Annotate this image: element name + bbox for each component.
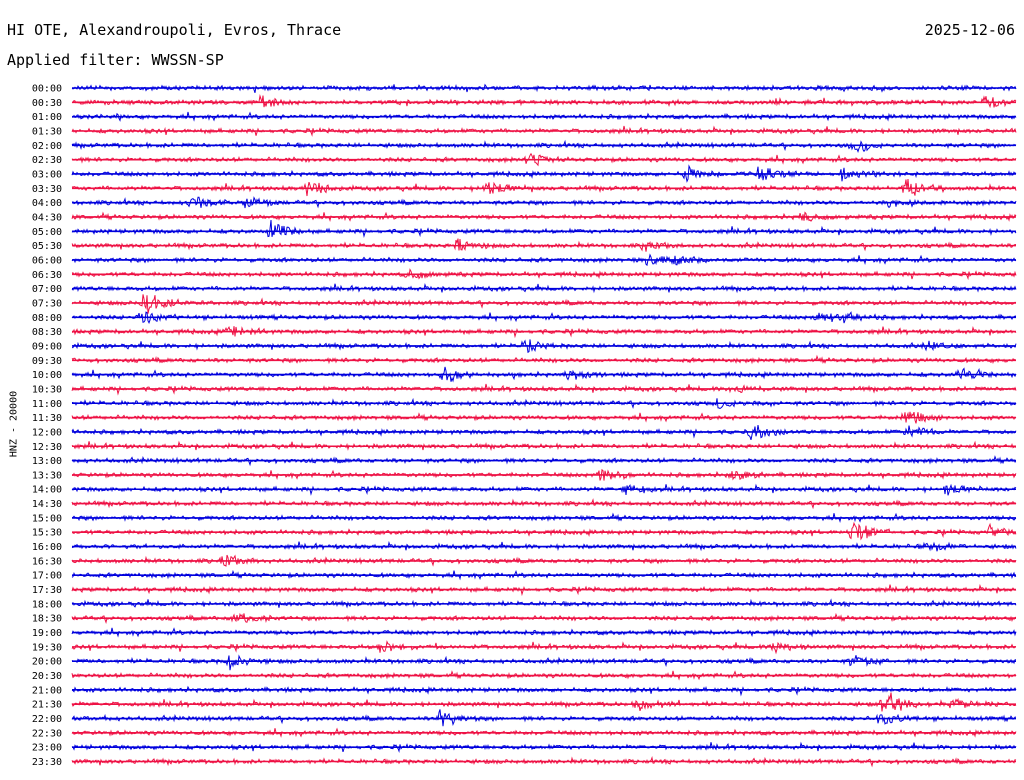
row-label-0600: 06:00	[32, 255, 62, 266]
row-label-2030: 20:30	[32, 671, 62, 682]
trace-2100	[71, 685, 1017, 697]
row-label-1930: 19:30	[32, 642, 62, 653]
row-label-2100: 21:00	[32, 685, 62, 696]
trace-0300	[71, 164, 1017, 183]
trace-0030	[71, 94, 1017, 109]
row-label-2300: 23:00	[32, 743, 62, 754]
trace-0200	[71, 139, 1017, 153]
trace-1530	[71, 521, 1017, 541]
trace-0500	[71, 219, 1017, 238]
trace-0330	[71, 178, 1017, 197]
row-label-1030: 10:30	[32, 384, 62, 395]
row-label-0000: 00:00	[32, 84, 62, 95]
row-label-2200: 22:00	[32, 714, 62, 725]
row-label-0800: 08:00	[32, 313, 62, 324]
trace-2000	[71, 654, 1017, 671]
row-label-0500: 05:00	[32, 227, 62, 238]
row-label-1100: 11:00	[32, 399, 62, 410]
seismogram-traces	[71, 83, 1017, 768]
row-label-1800: 18:00	[32, 599, 62, 610]
chart-title: HI OTE, Alexandroupoli, Evros, Thrace	[7, 21, 342, 39]
row-label-1000: 10:00	[32, 370, 62, 381]
row-label-1330: 13:30	[32, 470, 62, 481]
row-label-0830: 08:30	[32, 327, 62, 338]
row-label-1600: 16:00	[32, 542, 62, 553]
row-label-1200: 12:00	[32, 427, 62, 438]
chart-date: 2025-12-06	[924, 21, 1015, 39]
row-label-0430: 04:30	[32, 212, 62, 223]
trace-1030	[71, 383, 1017, 396]
trace-0730	[71, 294, 1017, 314]
row-label-0300: 03:00	[32, 169, 62, 180]
row-label-0030: 00:30	[32, 98, 62, 109]
row-label-2130: 21:30	[32, 700, 62, 711]
row-label-0100: 01:00	[32, 112, 62, 123]
row-label-0130: 01:30	[32, 126, 62, 137]
row-label-2230: 22:30	[32, 728, 62, 739]
row-label-1430: 14:30	[32, 499, 62, 510]
row-label-0230: 02:30	[32, 155, 62, 166]
row-label-1500: 15:00	[32, 513, 62, 524]
row-label-1900: 19:00	[32, 628, 62, 639]
row-label-1630: 16:30	[32, 556, 62, 567]
row-label-0200: 02:00	[32, 141, 62, 152]
row-label-2330: 23:30	[32, 757, 62, 768]
row-label-1530: 15:30	[32, 528, 62, 539]
row-label-0930: 09:30	[32, 356, 62, 367]
row-label-1230: 12:30	[32, 442, 62, 453]
row-labels: 00:00 00:30 01:00 01:30 02:00 02:30 03:00 03:30…	[32, 84, 62, 769]
row-label-1400: 14:00	[32, 485, 62, 496]
row-label-0700: 07:00	[32, 284, 62, 295]
row-label-1830: 18:30	[32, 614, 62, 625]
row-label-0730: 07:30	[32, 298, 62, 309]
row-label-0630: 06:30	[32, 270, 62, 281]
trace-2130	[71, 692, 1017, 712]
row-label-0530: 05:30	[32, 241, 62, 252]
row-label-1300: 13:00	[32, 456, 62, 467]
trace-1630	[71, 554, 1017, 567]
row-label-1730: 17:30	[32, 585, 62, 596]
row-label-0900: 09:00	[32, 341, 62, 352]
applied-filter: Applied filter: WWSSN-SP	[7, 51, 224, 69]
row-label-0330: 03:30	[32, 184, 62, 195]
row-label-1700: 17:00	[32, 571, 62, 582]
row-label-2000: 20:00	[32, 657, 62, 668]
row-label-0400: 04:00	[32, 198, 62, 209]
row-label-1130: 11:30	[32, 413, 62, 424]
